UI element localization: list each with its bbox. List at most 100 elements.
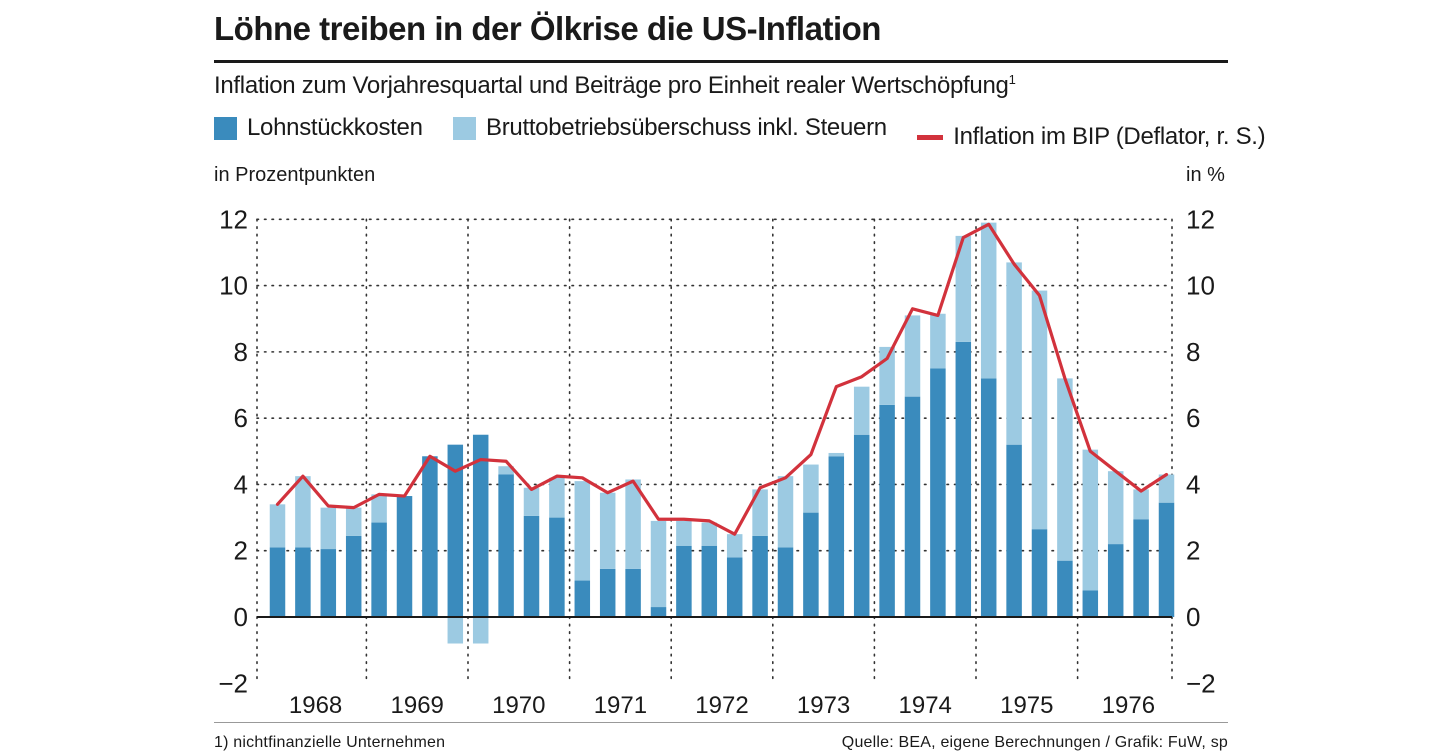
bar-brutto-1969Q4 (447, 617, 464, 644)
bar-brutto-1972Q2 (701, 522, 718, 546)
subtitle-footnote-mark: 1 (1008, 72, 1016, 87)
legend-item-brutto: Bruttobetriebsüberschuss inkl. Steuern (453, 114, 887, 142)
y-tick-right: 12 (1186, 204, 1215, 234)
bar-brutto-1974Q3 (930, 313, 946, 369)
bar-lohn-1970Q1 (472, 434, 489, 617)
bar-lohn-1970Q2 (498, 474, 514, 617)
bar-brutto-1972Q4 (752, 489, 768, 536)
bar-brutto-1971Q3 (625, 479, 641, 569)
bar-lohn-1976Q2 (1107, 544, 1124, 617)
bar-brutto-1970Q1 (472, 617, 489, 644)
y-tick-right: 0 (1186, 602, 1200, 632)
bar-brutto-1971Q4 (650, 520, 667, 608)
x-tick-year: 1971 (594, 692, 647, 719)
y-tick-right: 4 (1186, 469, 1200, 499)
line-inflation (275, 222, 1169, 536)
bar-lohn-1968Q1 (269, 547, 286, 617)
bar-lohn-1969Q2 (396, 496, 413, 617)
y-tick-right: −2 (1186, 668, 1216, 698)
bar-brutto-1972Q1 (676, 520, 692, 546)
bar-lohn-1974Q1 (879, 404, 895, 617)
bar-brutto-1973Q4 (853, 386, 870, 435)
y-tick-left: −2 (218, 668, 248, 698)
title-rule (214, 60, 1228, 63)
bar-lohn-1968Q3 (320, 549, 337, 617)
bar-lohn-1976Q1 (1082, 590, 1099, 617)
bar-brutto-1973Q2 (803, 464, 819, 513)
bar-brutto-1972Q3 (726, 534, 743, 558)
bar-brutto-1970Q3 (523, 487, 540, 516)
x-tick-year: 1970 (492, 692, 545, 719)
bar-brutto-1973Q1 (777, 476, 794, 548)
y-tick-right: 6 (1186, 403, 1200, 433)
bar-lohn-1973Q1 (777, 547, 794, 617)
legend-swatch-inflation (917, 134, 944, 140)
bar-lohn-1971Q4 (650, 607, 667, 617)
y-tick-left: 12 (219, 204, 248, 234)
bar-brutto-1976Q1 (1082, 449, 1099, 591)
bar-lohn-1973Q4 (853, 434, 870, 617)
chart-subtitle: Inflation zum Vorjahresquartal und Beitr… (214, 72, 1016, 100)
legend-label-lohn: Lohnstückkosten (247, 114, 423, 141)
bar-brutto-1975Q2 (1006, 262, 1022, 445)
bar-lohn-1973Q3 (828, 456, 845, 617)
y-tick-right: 8 (1186, 337, 1200, 367)
y-tick-left: 10 (219, 271, 248, 301)
bar-brutto-1969Q1 (371, 494, 387, 523)
y-tick-left: 4 (234, 469, 248, 499)
bar-lohn-1976Q3 (1133, 519, 1149, 617)
bar-brutto-1973Q3 (828, 452, 845, 457)
bar-lohn-1974Q3 (930, 368, 946, 617)
bar-lohn-1971Q1 (574, 580, 591, 617)
bar-lohn-1972Q1 (676, 545, 692, 617)
bar-lohn-1974Q2 (904, 396, 921, 617)
bar-lohn-1972Q4 (752, 535, 768, 617)
bar-lohn-1970Q3 (523, 515, 540, 617)
bar-lohn-1969Q1 (371, 522, 387, 617)
legend-item-lohn: Lohnstückkosten (214, 114, 423, 142)
bar-lohn-1968Q2 (295, 547, 311, 617)
x-tick-year: 1976 (1102, 692, 1155, 719)
bar-lohn-1972Q2 (701, 545, 718, 617)
bar-brutto-1976Q4 (1158, 474, 1175, 503)
bar-lohn-1968Q4 (345, 535, 362, 617)
x-tick-year: 1969 (391, 692, 444, 719)
legend-item-inflation: Inflation im BIP (Deflator, r. S.) (917, 123, 1266, 151)
bar-lohn-1975Q4 (1057, 560, 1073, 617)
y-tick-left: 0 (234, 602, 248, 632)
chart-title: Löhne treiben in der Ölkrise die US-Infl… (214, 10, 881, 47)
bar-brutto-1975Q1 (980, 222, 997, 379)
footnote: 1) nichtfinanzielle Unternehmen (214, 734, 446, 751)
right-axis-unit: in % (1186, 164, 1225, 186)
bar-lohn-1969Q3 (422, 456, 438, 617)
legend: Lohnstückkosten Bruttobetriebsüberschuss… (214, 114, 1289, 151)
bar-lohn-1975Q3 (1031, 529, 1048, 617)
legend-label-brutto: Bruttobetriebsüberschuss inkl. Steuern (486, 114, 887, 141)
legend-swatch-lohn (214, 116, 237, 140)
bar-lohn-1974Q4 (955, 341, 972, 617)
bar-brutto-1968Q2 (295, 476, 311, 548)
x-tick-year: 1968 (289, 692, 342, 719)
x-tick-year: 1975 (1000, 692, 1053, 719)
bar-lohn-1975Q1 (980, 378, 997, 617)
y-tick-left: 8 (234, 337, 248, 367)
subtitle-text: Inflation zum Vorjahresquartal und Beitr… (214, 72, 1009, 99)
y-tick-right: 10 (1186, 271, 1215, 301)
legend-label-inflation: Inflation im BIP (Deflator, r. S.) (953, 123, 1266, 150)
x-tick-year: 1972 (695, 692, 748, 719)
y-tick-left: 6 (234, 403, 248, 433)
bar-lohn-1972Q3 (726, 557, 743, 617)
x-tick-year: 1974 (899, 692, 952, 719)
legend-swatch-brutto (453, 116, 476, 140)
bar-lohn-1975Q2 (1006, 444, 1022, 617)
bar-brutto-1970Q2 (498, 466, 514, 475)
bar-lohn-1971Q2 (599, 568, 616, 617)
x-tick-year: 1973 (797, 692, 850, 719)
left-axis-unit: in Prozentpunkten (214, 164, 376, 186)
source-credit: Quelle: BEA, eigene Berechnungen / Grafi… (841, 734, 1228, 751)
bar-brutto-1976Q3 (1133, 489, 1149, 520)
bar-lohn-1969Q4 (447, 444, 464, 617)
bar-brutto-1968Q1 (269, 504, 286, 548)
bar-lohn-1970Q4 (549, 517, 565, 617)
